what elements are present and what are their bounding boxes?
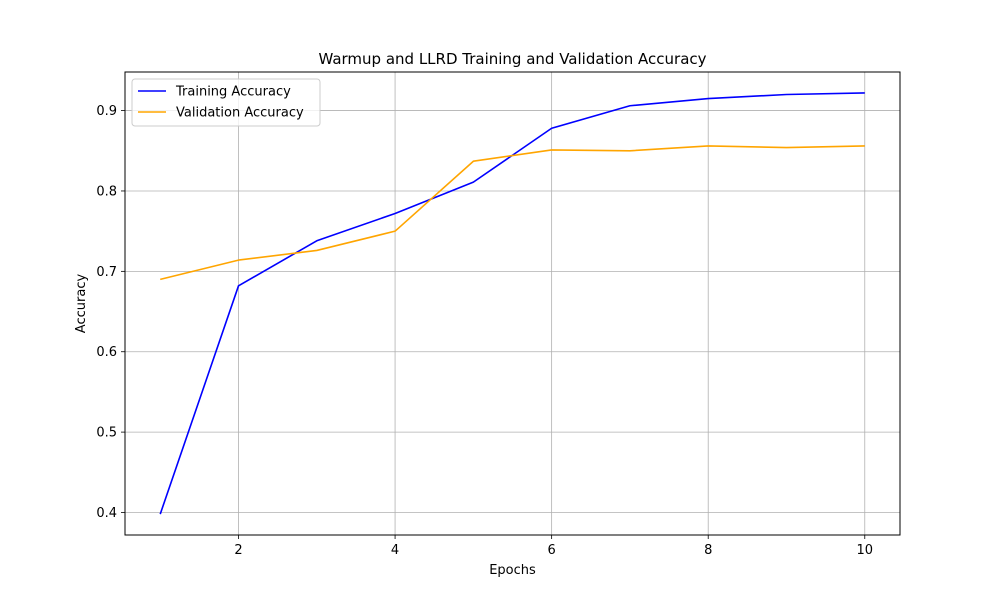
y-tick-label: 0.5 <box>96 426 117 441</box>
series-lines <box>159 92 865 515</box>
x-tick-label: 2 <box>234 543 242 558</box>
plot-frame <box>124 71 901 536</box>
legend: Training Accuracy Validation Accuracy <box>131 78 321 127</box>
legend-box <box>131 78 321 127</box>
validation-accuracy-line <box>160 145 865 281</box>
x-axis-label: Epochs <box>489 563 536 578</box>
grid <box>125 72 900 535</box>
axis-ticks: 2 4 6 8 10 0.4 0.5 0.6 0.7 0.8 0.9 <box>96 104 873 558</box>
y-axis-label: Accuracy <box>74 274 89 334</box>
legend-label-training: Training Accuracy <box>175 85 291 100</box>
x-tick-label: 8 <box>704 543 712 558</box>
y-tick-label: 0.9 <box>96 104 117 119</box>
x-tick-label: 4 <box>391 543 399 558</box>
x-tick-label: 6 <box>548 543 556 558</box>
x-tick-label: 10 <box>856 543 873 558</box>
y-tick-label: 0.7 <box>96 265 117 280</box>
y-tick-label: 0.4 <box>96 506 117 521</box>
chart-title: Warmup and LLRD Training and Validation … <box>318 50 706 68</box>
y-tick-label: 0.8 <box>96 184 117 199</box>
y-tick-label: 0.6 <box>96 345 117 360</box>
legend-label-validation: Validation Accuracy <box>176 106 304 121</box>
